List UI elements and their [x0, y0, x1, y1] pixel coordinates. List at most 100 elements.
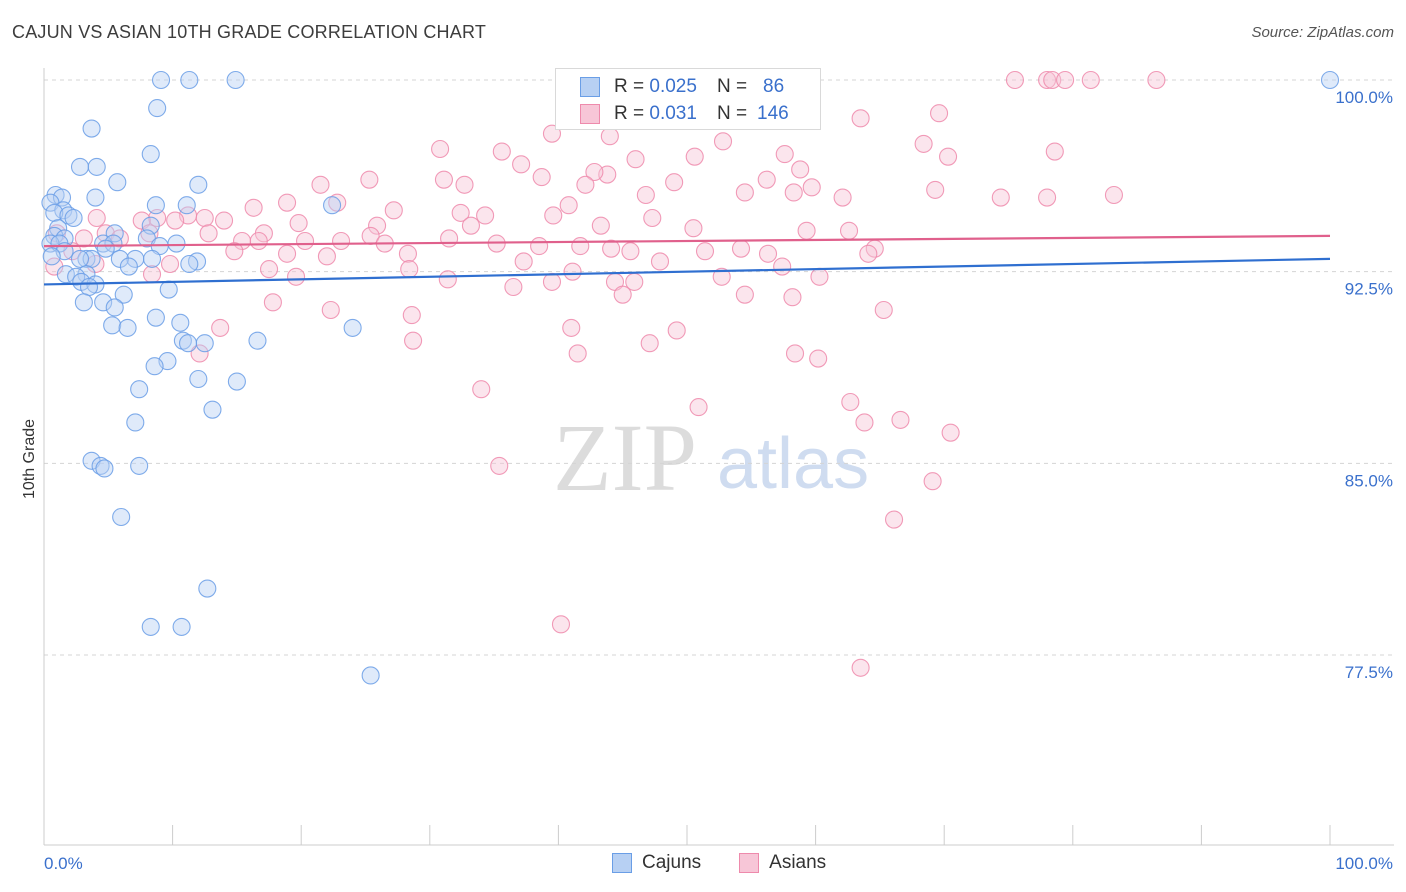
asians-point — [461, 216, 481, 235]
cajuns-point — [56, 265, 75, 284]
y-tick-label: 100.0% — [1335, 88, 1393, 107]
n-label: N = — [716, 76, 748, 97]
asians-point — [472, 380, 491, 399]
asians-point — [402, 306, 421, 325]
asians-point — [926, 180, 945, 199]
asians-point — [1081, 70, 1100, 90]
cajuns-point — [95, 459, 114, 478]
y-tick-labels: 77.5% 85.0% 92.5% 100.0% — [1335, 88, 1393, 682]
asians-point — [602, 239, 621, 258]
n-value: 86 — [763, 76, 785, 97]
n-value: 146 — [757, 103, 789, 124]
cajuns-point — [226, 70, 245, 90]
cajuns-point — [198, 579, 217, 598]
trend-lines — [43, 234, 1331, 286]
gridlines — [44, 79, 1394, 656]
cajuns-point — [148, 99, 167, 118]
asians-point — [244, 198, 263, 217]
asians-point — [758, 244, 778, 263]
asians-point — [568, 344, 587, 363]
watermark-atlas: atlas — [717, 424, 869, 504]
asians-point — [514, 252, 533, 271]
asians-point — [809, 349, 828, 368]
asians-point — [665, 173, 684, 192]
n-label: N = — [716, 103, 748, 124]
legend-row-cajuns: R = 0.025 N = 86 — [580, 75, 784, 99]
cajuns-point — [180, 254, 199, 274]
asians-point — [1038, 188, 1057, 207]
asians-point — [713, 132, 733, 151]
asians-point — [259, 260, 279, 279]
asians-point — [640, 334, 659, 353]
asians-point — [455, 175, 474, 194]
asians-point — [440, 229, 459, 248]
cajuns-point — [189, 369, 208, 389]
cajuns-point — [167, 234, 186, 253]
asians-point — [884, 510, 904, 529]
asians-point — [140, 224, 159, 243]
r-label: R = — [614, 76, 645, 97]
cajuns-point — [130, 380, 149, 399]
cajuns-point — [171, 313, 190, 332]
cajuns-point — [70, 249, 90, 268]
stats-legend: R = 0.025 N = 86 R = 0.031 N = 146 — [555, 68, 821, 130]
asians-point — [874, 300, 893, 320]
cajuns-point — [172, 617, 191, 636]
asians-point — [802, 178, 821, 197]
r-value: 0.025 — [649, 76, 697, 97]
asians-swatch — [739, 853, 760, 873]
asians-point — [492, 142, 511, 161]
cajuns-point — [151, 70, 171, 90]
cajuns-point — [323, 196, 342, 215]
x-tick-label-min: 0.0% — [44, 854, 83, 873]
cajuns-point — [227, 372, 246, 391]
cajuns-swatch — [580, 77, 600, 97]
asians-point — [773, 257, 792, 276]
asians-point — [791, 160, 810, 179]
asians-point — [585, 162, 604, 182]
cajuns-point — [94, 293, 113, 312]
asians-point — [841, 392, 860, 412]
asians-point — [530, 237, 549, 256]
asians-point — [784, 183, 803, 202]
asians-point — [1045, 142, 1064, 161]
cajuns-point — [64, 208, 83, 228]
asians-point — [166, 211, 185, 230]
asians-point — [317, 247, 336, 266]
cajuns-point — [141, 617, 160, 636]
legend-label-cajuns: Cajuns — [642, 852, 702, 873]
cajuns-point — [361, 666, 380, 685]
asians-point — [851, 109, 870, 128]
asians-point — [360, 170, 379, 189]
asians-point — [839, 221, 859, 240]
asians-point — [542, 272, 562, 291]
cajuns-point — [70, 157, 90, 176]
asians-point — [398, 244, 417, 263]
cajuns-point — [248, 331, 267, 350]
cajuns-point — [195, 334, 214, 353]
asians-point — [321, 300, 340, 320]
asians-point — [278, 244, 297, 263]
asians-point — [939, 147, 958, 166]
asians-point — [400, 260, 419, 279]
cajuns-point — [145, 357, 164, 376]
series-legend: Cajuns Asians — [612, 852, 864, 874]
cajuns-point — [141, 145, 160, 164]
data-points — [41, 70, 1340, 685]
asians-point — [712, 267, 731, 286]
legend-label-asians: Asians — [769, 852, 827, 873]
cajuns-point — [159, 280, 178, 299]
watermark-zip: ZIP — [553, 404, 697, 511]
asians-point — [941, 423, 960, 442]
asians-point — [600, 127, 619, 146]
cajuns-point — [86, 188, 105, 207]
asians-point — [328, 193, 347, 212]
asians-point — [643, 208, 662, 228]
cajuns-swatch — [612, 853, 632, 873]
cajuns-point — [108, 173, 127, 192]
asians-point — [695, 242, 715, 261]
asians-point — [451, 203, 470, 222]
asians-point — [559, 196, 578, 215]
asians-point — [211, 318, 230, 337]
y-tick-label: 77.5% — [1345, 663, 1393, 682]
